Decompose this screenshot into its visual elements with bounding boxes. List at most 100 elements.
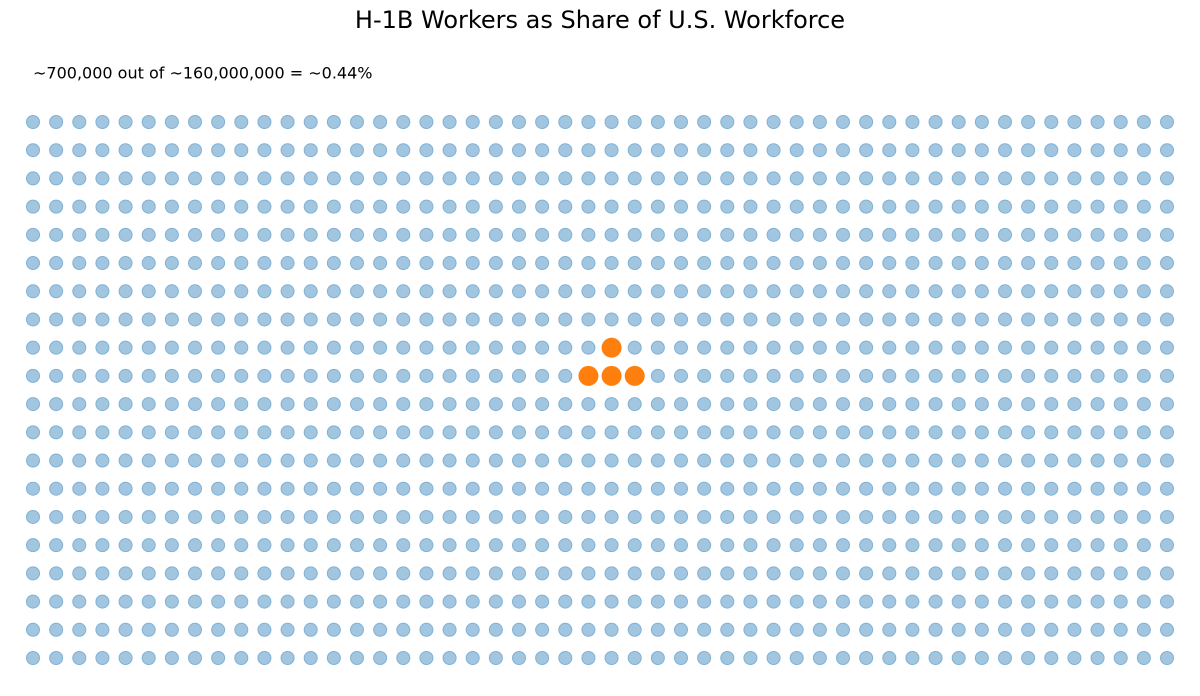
dot	[442, 312, 457, 327]
dot	[1136, 538, 1151, 553]
dot	[1113, 538, 1128, 553]
dot	[766, 509, 781, 524]
dot	[604, 509, 619, 524]
dot	[164, 425, 179, 440]
dot	[396, 199, 411, 214]
highlighted-dot	[601, 365, 622, 386]
dot	[720, 481, 735, 496]
dot	[951, 538, 966, 553]
dot	[1021, 199, 1036, 214]
dot	[766, 425, 781, 440]
dot	[488, 256, 503, 271]
dot	[558, 509, 573, 524]
dot	[812, 622, 827, 637]
dot	[234, 199, 249, 214]
dot	[234, 368, 249, 383]
dot	[1021, 425, 1036, 440]
dot	[558, 453, 573, 468]
dot	[604, 312, 619, 327]
dot	[118, 256, 133, 271]
dot	[674, 453, 688, 468]
dot	[674, 340, 688, 355]
dot	[118, 115, 133, 129]
dot	[26, 538, 40, 553]
dot	[998, 284, 1012, 299]
dot	[743, 256, 758, 271]
dot	[72, 227, 87, 242]
dot	[1090, 481, 1105, 496]
dot	[1067, 509, 1082, 524]
dot	[211, 284, 226, 299]
dot	[442, 481, 457, 496]
dot	[974, 227, 989, 242]
dot	[627, 256, 642, 271]
dot	[373, 368, 388, 383]
dot	[141, 481, 156, 496]
dot	[1021, 453, 1036, 468]
dot	[674, 622, 688, 637]
dot	[95, 453, 110, 468]
dot	[836, 284, 850, 299]
dot	[720, 453, 735, 468]
dot	[280, 256, 295, 271]
dot	[49, 397, 64, 412]
dot	[488, 481, 503, 496]
dot	[789, 397, 804, 412]
dot	[974, 312, 989, 327]
dot	[1021, 538, 1036, 553]
dot	[211, 651, 226, 665]
dot	[1044, 227, 1059, 242]
dot	[1044, 312, 1059, 327]
dot	[812, 594, 827, 609]
dot	[882, 312, 897, 327]
dot	[396, 284, 411, 299]
dot	[558, 538, 573, 553]
dot	[697, 566, 712, 581]
dot	[558, 227, 573, 242]
dot	[118, 594, 133, 609]
dot	[396, 453, 411, 468]
dot	[1090, 566, 1105, 581]
dot	[234, 453, 249, 468]
dot	[558, 256, 573, 271]
dot	[789, 340, 804, 355]
dot	[697, 425, 712, 440]
dot	[951, 368, 966, 383]
dot	[650, 115, 665, 129]
dot	[928, 453, 943, 468]
dot	[1090, 143, 1105, 158]
dot	[1044, 425, 1059, 440]
dot	[1136, 481, 1151, 496]
dot	[1090, 227, 1105, 242]
dot	[512, 622, 526, 637]
dot	[859, 199, 874, 214]
dot	[95, 651, 110, 665]
dot	[442, 171, 457, 186]
dot	[1136, 312, 1151, 327]
dot	[303, 566, 318, 581]
dot	[164, 594, 179, 609]
dot	[26, 566, 40, 581]
dot	[1021, 368, 1036, 383]
dot	[72, 143, 87, 158]
dot	[442, 453, 457, 468]
dot	[488, 199, 503, 214]
dot	[882, 284, 897, 299]
dot	[465, 171, 480, 186]
dot	[141, 227, 156, 242]
dot	[234, 651, 249, 665]
dot	[859, 481, 874, 496]
dot	[535, 509, 550, 524]
dot	[882, 425, 897, 440]
dot	[95, 397, 110, 412]
dot	[1113, 115, 1128, 129]
dot	[766, 368, 781, 383]
dot	[789, 256, 804, 271]
dot	[326, 227, 341, 242]
dot	[95, 115, 110, 129]
dot	[211, 256, 226, 271]
dot	[326, 566, 341, 581]
dot	[465, 227, 480, 242]
dot	[257, 425, 272, 440]
dot	[1021, 481, 1036, 496]
